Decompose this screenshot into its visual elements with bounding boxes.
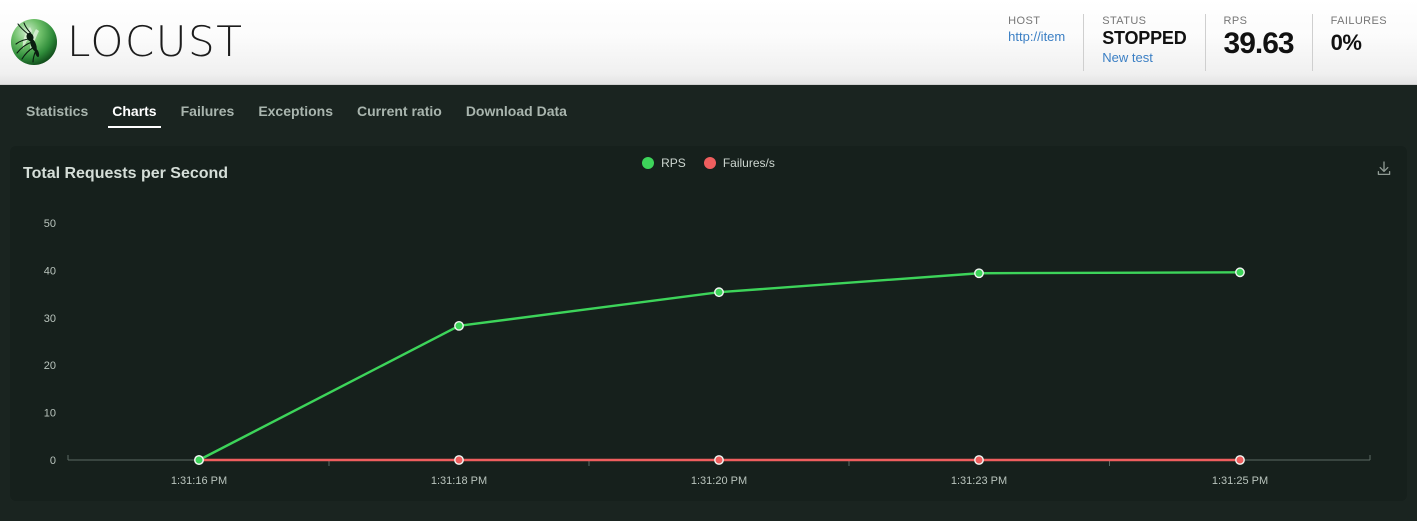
brand-logo[interactable]: LOCUST [0, 18, 243, 66]
legend-item-rps[interactable]: RPS [642, 156, 686, 170]
stat-failures: FAILURES 0% [1313, 14, 1417, 71]
stat-failures-label: FAILURES [1330, 15, 1387, 27]
tab-current-ratio[interactable]: Current ratio [357, 103, 442, 119]
y-axis-tick-label: 10 [44, 408, 56, 420]
x-axis-tick-label: 1:31:25 PM [1212, 475, 1268, 487]
legend-label-rps: RPS [661, 156, 686, 170]
legend-dot-failures-icon [703, 157, 716, 169]
rps-chart-panel: Total Requests per Second RPS Failures/s… [10, 146, 1407, 501]
tab-failures[interactable]: Failures [180, 103, 235, 119]
series-line-rps [197, 271, 1242, 462]
legend-label-failures: Failures/s [722, 156, 775, 170]
y-axis-tick-label: 50 [44, 218, 56, 230]
tab-charts[interactable]: Charts [100, 85, 168, 137]
x-axis-tick-label: 1:31:16 PM [171, 475, 227, 487]
y-axis-tick-label: 0 [50, 455, 56, 467]
data-point-failures-s[interactable] [1235, 455, 1245, 465]
data-point-failures-s[interactable] [454, 455, 464, 465]
tab-exceptions[interactable]: Exceptions [258, 103, 334, 119]
data-point-rps[interactable] [194, 455, 204, 465]
stat-failures-value: 0% [1330, 30, 1362, 55]
stat-host-value[interactable]: http://item [1008, 29, 1066, 44]
x-axis-tick-label: 1:31:20 PM [691, 475, 747, 487]
data-point-rps[interactable] [974, 268, 984, 279]
y-axis-tick-label: 30 [44, 313, 56, 325]
y-axis-tick-label: 40 [44, 265, 56, 277]
stat-rps-value: 39.63 [1223, 27, 1295, 60]
download-chart-button[interactable] [1371, 156, 1397, 182]
rps-plot[interactable]: 0 10 20 30 40 50 1:31:16 PM 1:31:18 PM 1:31:20 P… [10, 146, 1407, 501]
download-icon [1377, 161, 1391, 176]
stat-rps-label: RPS [1223, 15, 1248, 27]
stat-rps: RPS 39.63 [1206, 14, 1313, 71]
stat-host-label: HOST [1008, 15, 1041, 27]
tab-download-data[interactable]: Download Data [465, 103, 567, 119]
legend-dot-rps-icon [642, 157, 655, 169]
stat-host: HOST http://item [990, 14, 1085, 71]
stat-status: STATUS STOPPED New test [1084, 14, 1206, 71]
chart-title: Total Requests per Second [23, 165, 229, 182]
data-point-failures-s[interactable] [714, 455, 724, 465]
data-point-rps[interactable] [1235, 267, 1245, 278]
data-point-failures-s[interactable] [974, 455, 984, 465]
stat-status-value: STOPPED [1102, 28, 1187, 48]
data-point-rps[interactable] [454, 320, 464, 331]
charts-container: Total Requests per Second RPS Failures/s… [0, 137, 1417, 501]
legend-item-failures[interactable]: Failures/s [703, 156, 775, 170]
new-test-link[interactable]: New test [1102, 50, 1153, 65]
stat-status-label: STATUS [1102, 15, 1147, 27]
header-stats: HOST http://item STATUS STOPPED New test… [990, 0, 1417, 85]
y-axis-tick-label: 20 [44, 360, 56, 372]
chart-legend: RPS Failures/s [10, 156, 1407, 170]
main-nav: Statistics Charts Failures Exceptions Cu… [0, 85, 1417, 137]
tab-statistics[interactable]: Statistics [26, 103, 89, 119]
data-point-rps[interactable] [714, 287, 724, 298]
app-header: LOCUST HOST http://item STATUS STOPPED N… [0, 0, 1417, 85]
x-axis-tick-label: 1:31:18 PM [431, 475, 487, 487]
brand-name: LOCUST [67, 17, 244, 66]
x-axis-tick-label: 1:31:23 PM [951, 475, 1007, 487]
locust-logo-icon [11, 19, 57, 65]
